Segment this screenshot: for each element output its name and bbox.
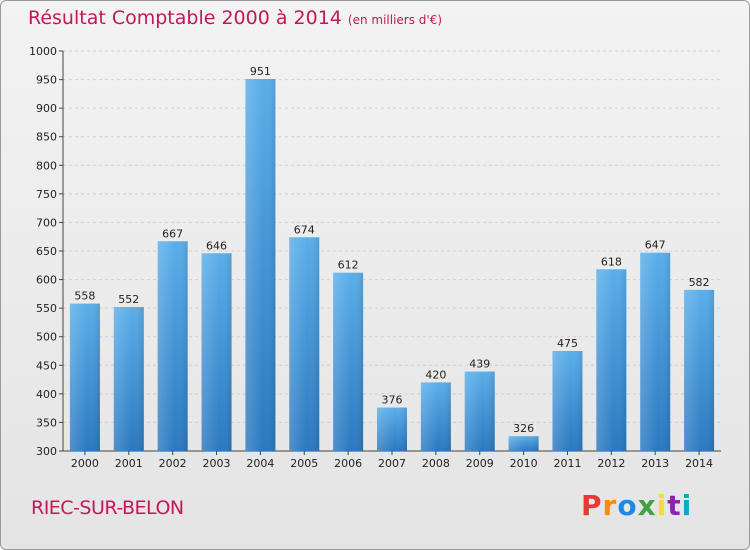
y-tick-label: 300 xyxy=(36,445,57,458)
y-tick-label: 700 xyxy=(36,216,57,229)
commune-name: RIEC-SUR-BELON xyxy=(31,497,184,519)
bar-shading xyxy=(245,79,276,451)
logo-letter: x xyxy=(637,489,657,522)
labels: 300 350 400 450 500 550 600 650 700 750 800 850 900 9… xyxy=(29,45,713,470)
x-tick-label: 2001 xyxy=(115,457,143,470)
data-label: 439 xyxy=(469,358,490,371)
x-tick-label: 2011 xyxy=(553,457,581,470)
y-tick-label: 900 xyxy=(36,102,57,115)
x-tick-label: 2012 xyxy=(597,457,625,470)
chart-title: Résultat Comptable 2000 à 2014 (en millie… xyxy=(28,7,442,29)
data-label: 667 xyxy=(162,227,183,240)
y-tick-label: 500 xyxy=(36,331,57,344)
chart-subtitle: (en milliers d'€) xyxy=(347,13,443,27)
y-tick-label: 350 xyxy=(36,416,57,429)
proxiti-logo: Proxiti xyxy=(581,489,692,522)
y-tick-label: 800 xyxy=(36,159,57,172)
data-label: 420 xyxy=(425,368,446,381)
y-tick-label: 950 xyxy=(36,74,57,87)
logo-letter: i xyxy=(656,489,668,522)
x-tick-label: 2010 xyxy=(510,457,538,470)
y-tick-label: 600 xyxy=(36,274,57,287)
bar-shading xyxy=(640,252,671,451)
data-label: 326 xyxy=(513,422,534,435)
data-label: 376 xyxy=(382,394,403,407)
bar-shading xyxy=(596,269,627,451)
logo-letter: P xyxy=(581,489,603,522)
bar-shading xyxy=(201,253,232,451)
data-label: 618 xyxy=(601,255,622,268)
chart-title-text: Résultat Comptable 2000 à 2014 xyxy=(28,7,342,29)
bar-shading xyxy=(333,272,364,451)
data-label: 647 xyxy=(645,239,666,252)
bar-shading xyxy=(113,307,144,451)
x-tick-label: 2004 xyxy=(246,457,274,470)
data-label: 475 xyxy=(557,337,578,350)
x-tick-label: 2009 xyxy=(466,457,494,470)
data-label: 558 xyxy=(74,290,95,303)
x-tick-label: 2014 xyxy=(685,457,713,470)
bar-shading xyxy=(684,289,715,451)
bar-shading xyxy=(420,382,451,451)
bar-shading xyxy=(377,407,407,451)
logo-letter: t xyxy=(667,489,682,522)
data-label: 646 xyxy=(206,239,227,252)
x-tick-label: 2006 xyxy=(334,457,362,470)
x-tick-label: 2000 xyxy=(71,457,99,470)
y-tick-label: 850 xyxy=(36,131,57,144)
x-tick-label: 2013 xyxy=(641,457,669,470)
bar-shading xyxy=(289,237,320,451)
bar-shading xyxy=(508,436,539,451)
y-tick-label: 450 xyxy=(36,359,57,372)
y-tick-label: 1000 xyxy=(29,45,57,58)
x-tick-label: 2003 xyxy=(203,457,231,470)
data-label: 552 xyxy=(118,293,139,306)
y-tick-label: 750 xyxy=(36,188,57,201)
logo-letter: i xyxy=(681,489,693,522)
logo-letter: o xyxy=(617,489,638,522)
bar-shading xyxy=(69,303,100,451)
bar-shading xyxy=(157,241,188,451)
bars xyxy=(69,79,715,451)
bar-shading xyxy=(464,371,495,451)
logo-letter: r xyxy=(602,489,618,522)
y-tick-label: 550 xyxy=(36,302,57,315)
y-tick-label: 400 xyxy=(36,388,57,401)
x-tick-label: 2007 xyxy=(378,457,406,470)
x-tick-label: 2002 xyxy=(159,457,187,470)
bar-shading xyxy=(552,351,583,451)
data-label: 612 xyxy=(338,259,359,272)
x-tick-label: 2005 xyxy=(290,457,318,470)
data-label: 582 xyxy=(689,276,710,289)
y-tick-label: 650 xyxy=(36,245,57,258)
x-tick-label: 2008 xyxy=(422,457,450,470)
data-label: 674 xyxy=(294,223,315,236)
data-label: 951 xyxy=(250,65,271,78)
